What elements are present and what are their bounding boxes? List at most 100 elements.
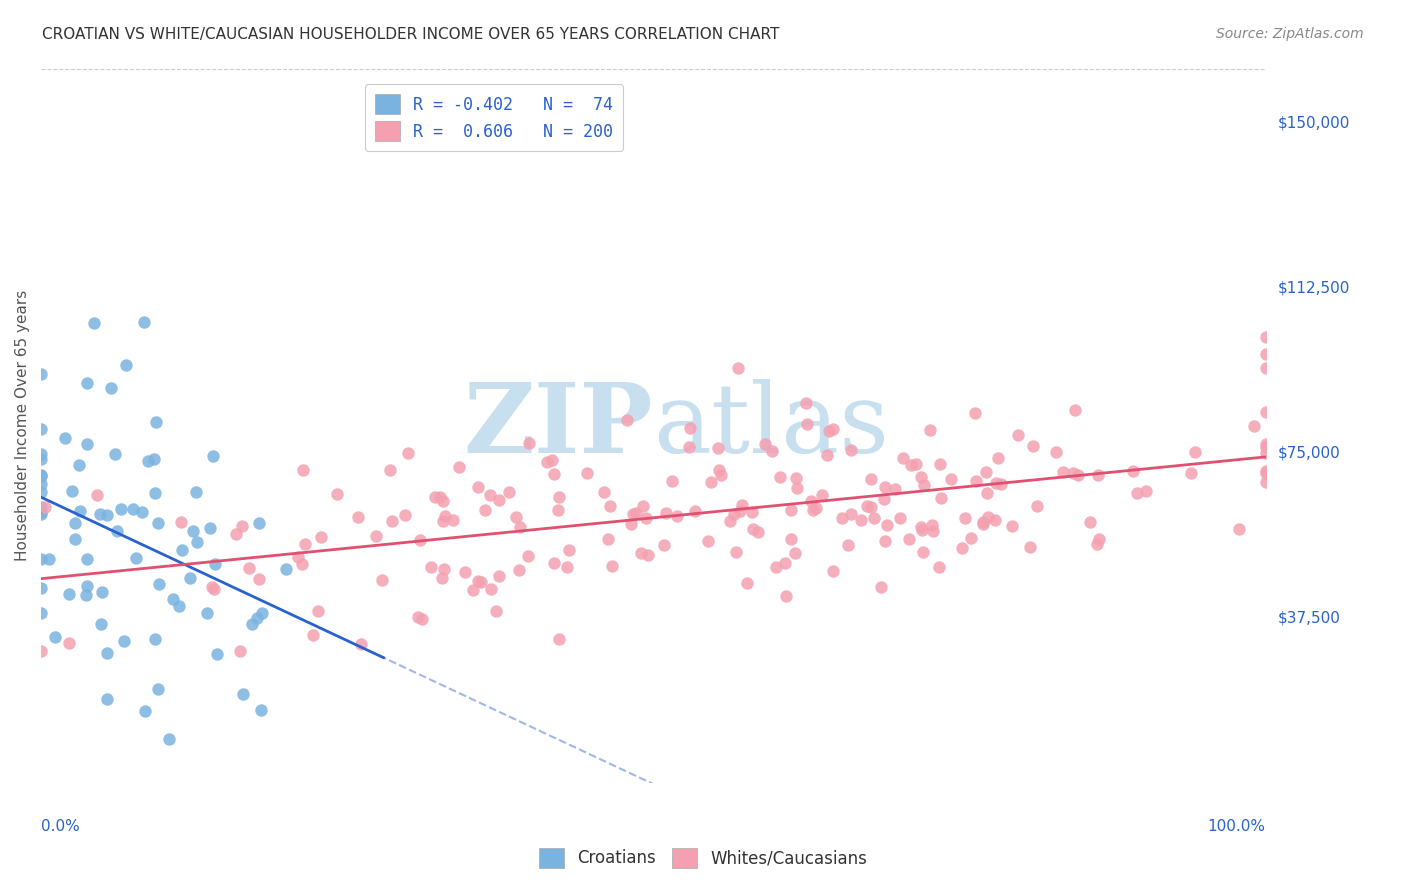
Point: [863, 510, 886, 524]
Point: [136, 454, 159, 468]
Point: [785, 546, 807, 560]
Point: [972, 515, 994, 529]
Point: [889, 511, 911, 525]
Point: [30, 451, 52, 466]
Point: [821, 564, 844, 578]
Point: [922, 524, 945, 538]
Point: [90, 585, 112, 599]
Point: [485, 604, 508, 618]
Point: [786, 481, 808, 495]
Point: [479, 582, 502, 596]
Point: [1254, 475, 1277, 489]
Point: [104, 447, 127, 461]
Point: [467, 480, 489, 494]
Point: [302, 627, 325, 641]
Point: [931, 491, 953, 505]
Point: [75, 588, 97, 602]
Point: [125, 550, 148, 565]
Point: [1063, 403, 1085, 417]
Point: [928, 559, 950, 574]
Point: [718, 514, 741, 528]
Point: [987, 451, 1010, 466]
Point: [775, 556, 797, 570]
Point: [837, 538, 859, 552]
Point: [134, 704, 156, 718]
Point: [1067, 467, 1090, 482]
Point: [291, 463, 314, 477]
Point: [796, 417, 818, 431]
Point: [990, 477, 1012, 491]
Point: [488, 569, 510, 583]
Point: [309, 530, 332, 544]
Point: [409, 533, 432, 548]
Point: [90, 617, 112, 632]
Point: [172, 542, 194, 557]
Point: [543, 556, 565, 570]
Point: [167, 599, 190, 614]
Point: [83, 317, 105, 331]
Point: [1088, 532, 1111, 546]
Legend: R = -0.402   N =  74, R =  0.606   N = 200: R = -0.402 N = 74, R = 0.606 N = 200: [366, 84, 623, 152]
Point: [247, 516, 270, 530]
Point: [839, 508, 862, 522]
Point: [1254, 446, 1277, 460]
Point: [747, 525, 769, 540]
Point: [884, 483, 907, 497]
Point: [58, 636, 80, 650]
Point: [724, 545, 747, 559]
Point: [114, 358, 136, 372]
Point: [145, 415, 167, 429]
Point: [30, 508, 52, 522]
Point: [420, 560, 443, 574]
Point: [765, 559, 787, 574]
Point: [461, 582, 484, 597]
Point: [181, 524, 204, 538]
Point: [683, 504, 706, 518]
Point: [761, 443, 783, 458]
Point: [396, 446, 419, 460]
Point: [655, 507, 678, 521]
Point: [801, 503, 824, 517]
Point: [30, 447, 52, 461]
Point: [58, 587, 80, 601]
Point: [794, 396, 817, 410]
Point: [939, 472, 962, 486]
Point: [274, 562, 297, 576]
Point: [162, 592, 184, 607]
Point: [728, 504, 751, 518]
Point: [630, 546, 652, 560]
Point: [859, 471, 882, 485]
Point: [593, 484, 616, 499]
Point: [242, 617, 264, 632]
Point: [96, 508, 118, 523]
Point: [665, 508, 688, 523]
Point: [307, 604, 329, 618]
Point: [146, 681, 169, 696]
Point: [30, 477, 52, 491]
Point: [1019, 540, 1042, 554]
Point: [1254, 466, 1277, 480]
Point: [44, 630, 66, 644]
Point: [411, 612, 433, 626]
Point: [76, 579, 98, 593]
Point: [34, 500, 56, 514]
Point: [815, 448, 838, 462]
Y-axis label: Householder Income Over 65 years: Householder Income Over 65 years: [15, 290, 30, 561]
Point: [371, 573, 394, 587]
Point: [626, 507, 648, 521]
Point: [929, 457, 952, 471]
Point: [891, 451, 914, 466]
Point: [250, 607, 273, 621]
Text: $75,000: $75,000: [1278, 446, 1340, 461]
Point: [831, 511, 853, 525]
Point: [1087, 537, 1109, 551]
Point: [65, 533, 87, 547]
Point: [195, 606, 218, 620]
Point: [540, 453, 562, 467]
Point: [76, 437, 98, 451]
Point: [447, 459, 470, 474]
Text: atlas: atlas: [654, 379, 890, 473]
Point: [30, 505, 52, 519]
Point: [637, 548, 659, 562]
Point: [876, 518, 898, 533]
